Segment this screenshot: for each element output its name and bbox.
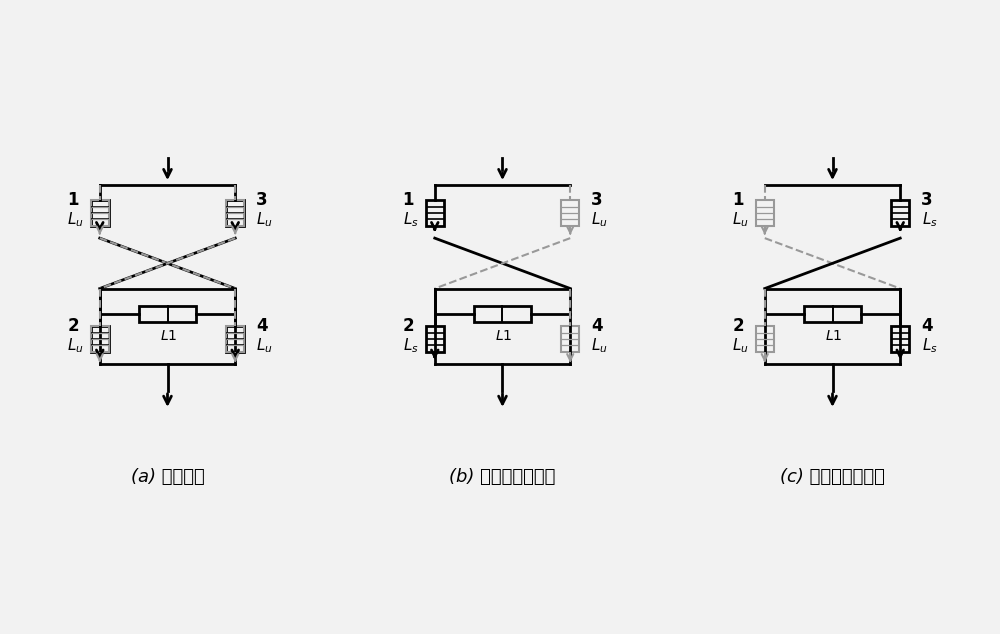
- Bar: [756, 200, 774, 226]
- Text: $L_s$: $L_s$: [922, 336, 937, 354]
- Bar: [91, 200, 109, 226]
- Text: 4: 4: [921, 318, 933, 335]
- Bar: [426, 327, 444, 351]
- Bar: [91, 327, 109, 351]
- Text: 2: 2: [67, 318, 79, 335]
- Text: 3: 3: [921, 191, 933, 209]
- Text: 2: 2: [402, 318, 414, 335]
- Bar: [891, 200, 909, 226]
- Bar: [226, 327, 244, 351]
- Text: $L_u$: $L_u$: [67, 336, 84, 354]
- Text: $L1$: $L1$: [495, 330, 513, 344]
- Bar: [426, 200, 444, 226]
- Text: 1: 1: [402, 191, 414, 209]
- Bar: [804, 306, 861, 321]
- Text: $L_u$: $L_u$: [256, 210, 273, 229]
- Bar: [226, 200, 244, 226]
- Text: $L_u$: $L_u$: [591, 336, 608, 354]
- Text: 2: 2: [732, 318, 744, 335]
- Text: $L_s$: $L_s$: [403, 210, 418, 229]
- Text: 1: 1: [67, 191, 79, 209]
- Bar: [226, 327, 244, 351]
- Text: $L_u$: $L_u$: [591, 210, 608, 229]
- Text: $L1$: $L1$: [160, 330, 178, 344]
- Bar: [226, 200, 244, 226]
- Bar: [891, 327, 909, 351]
- Bar: [474, 306, 531, 321]
- Bar: [561, 327, 579, 351]
- Text: 3: 3: [256, 191, 268, 209]
- Text: $L1$: $L1$: [825, 330, 843, 344]
- Bar: [91, 327, 109, 351]
- Text: $L_u$: $L_u$: [256, 336, 273, 354]
- Text: 4: 4: [591, 318, 603, 335]
- Text: $L_s$: $L_s$: [922, 210, 937, 229]
- Text: 4: 4: [256, 318, 268, 335]
- Text: 3: 3: [591, 191, 603, 209]
- Text: $L_u$: $L_u$: [732, 336, 749, 354]
- Text: (a) 正常运行: (a) 正常运行: [131, 468, 204, 486]
- Bar: [139, 306, 196, 321]
- Text: (c) 故障电流负半周: (c) 故障电流负半周: [780, 468, 885, 486]
- Bar: [756, 327, 774, 351]
- Text: 1: 1: [732, 191, 744, 209]
- Bar: [561, 200, 579, 226]
- Text: $L_u$: $L_u$: [732, 210, 749, 229]
- Text: $L_u$: $L_u$: [67, 210, 84, 229]
- Text: $L_s$: $L_s$: [403, 336, 418, 354]
- Bar: [91, 200, 109, 226]
- Text: (b) 故障电流正半周: (b) 故障电流正半周: [449, 468, 556, 486]
